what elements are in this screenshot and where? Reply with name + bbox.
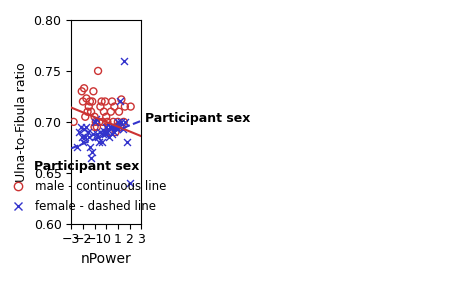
Point [91,115,99,119]
Point [99,132,107,136]
Point [120,120,128,124]
Point [94,69,102,73]
Point [82,135,89,139]
Point [77,125,84,129]
Point [113,127,120,131]
Point [92,117,100,121]
Point [112,130,119,134]
Point [110,104,118,109]
Point [86,99,94,104]
Point [114,120,122,124]
Point [101,99,109,104]
Point [102,115,110,119]
Point [108,99,116,104]
Point [90,132,97,136]
Point [100,129,108,133]
Point [84,130,91,134]
Point [89,150,96,155]
Point [97,130,104,134]
Point [110,130,118,134]
Point [115,109,123,114]
Point [126,181,133,185]
X-axis label: nPower: nPower [81,252,132,266]
Point [97,104,104,109]
Point [92,120,100,124]
Point [100,109,108,114]
Point [82,115,89,119]
Point [82,96,90,101]
Point [87,155,95,160]
Point [84,109,91,114]
Point [123,140,131,144]
Point [85,135,92,139]
Point [117,99,124,104]
Point [107,109,115,114]
Point [104,120,111,124]
Point [121,104,128,109]
Point [98,99,105,104]
Point [118,120,125,124]
Point [113,125,120,129]
Point [79,99,87,104]
Point [70,120,77,124]
Point [107,125,115,129]
Point [120,58,128,63]
Point [101,132,109,136]
Y-axis label: Ulna-to-Fibula ratio: Ulna-to-Fibula ratio [15,62,28,182]
Point [105,125,112,129]
Point [99,120,107,124]
Point [80,86,88,90]
Point [127,104,135,109]
Point [105,135,112,139]
Point [93,125,100,129]
Point [73,145,81,149]
Point [121,120,128,124]
Point [102,125,110,129]
Point [91,125,99,129]
Point [106,130,113,134]
Point [89,99,96,104]
Point [95,140,103,144]
Point [79,140,87,144]
Point [80,127,88,131]
Point [118,127,126,131]
Point [117,125,124,129]
Point [85,104,92,109]
Point [106,125,113,129]
Point [93,132,100,136]
Point [109,120,117,124]
Point [112,125,119,129]
Text: Participant sex: Participant sex [145,112,250,125]
Point [108,132,116,136]
Point [118,97,125,102]
Point [95,120,103,124]
Point [86,145,94,149]
Point [76,130,83,134]
Point [82,125,90,129]
Point [78,89,85,94]
Point [98,140,105,144]
Legend: male - continuous line, female - dashed line: male - continuous line, female - dashed … [1,155,172,218]
Point [115,125,123,129]
Point [91,120,99,124]
Point [109,125,117,129]
Point [104,130,111,134]
Point [90,89,97,94]
Point [78,135,85,139]
Point [87,109,95,114]
Point [94,135,102,139]
Point [114,120,122,124]
